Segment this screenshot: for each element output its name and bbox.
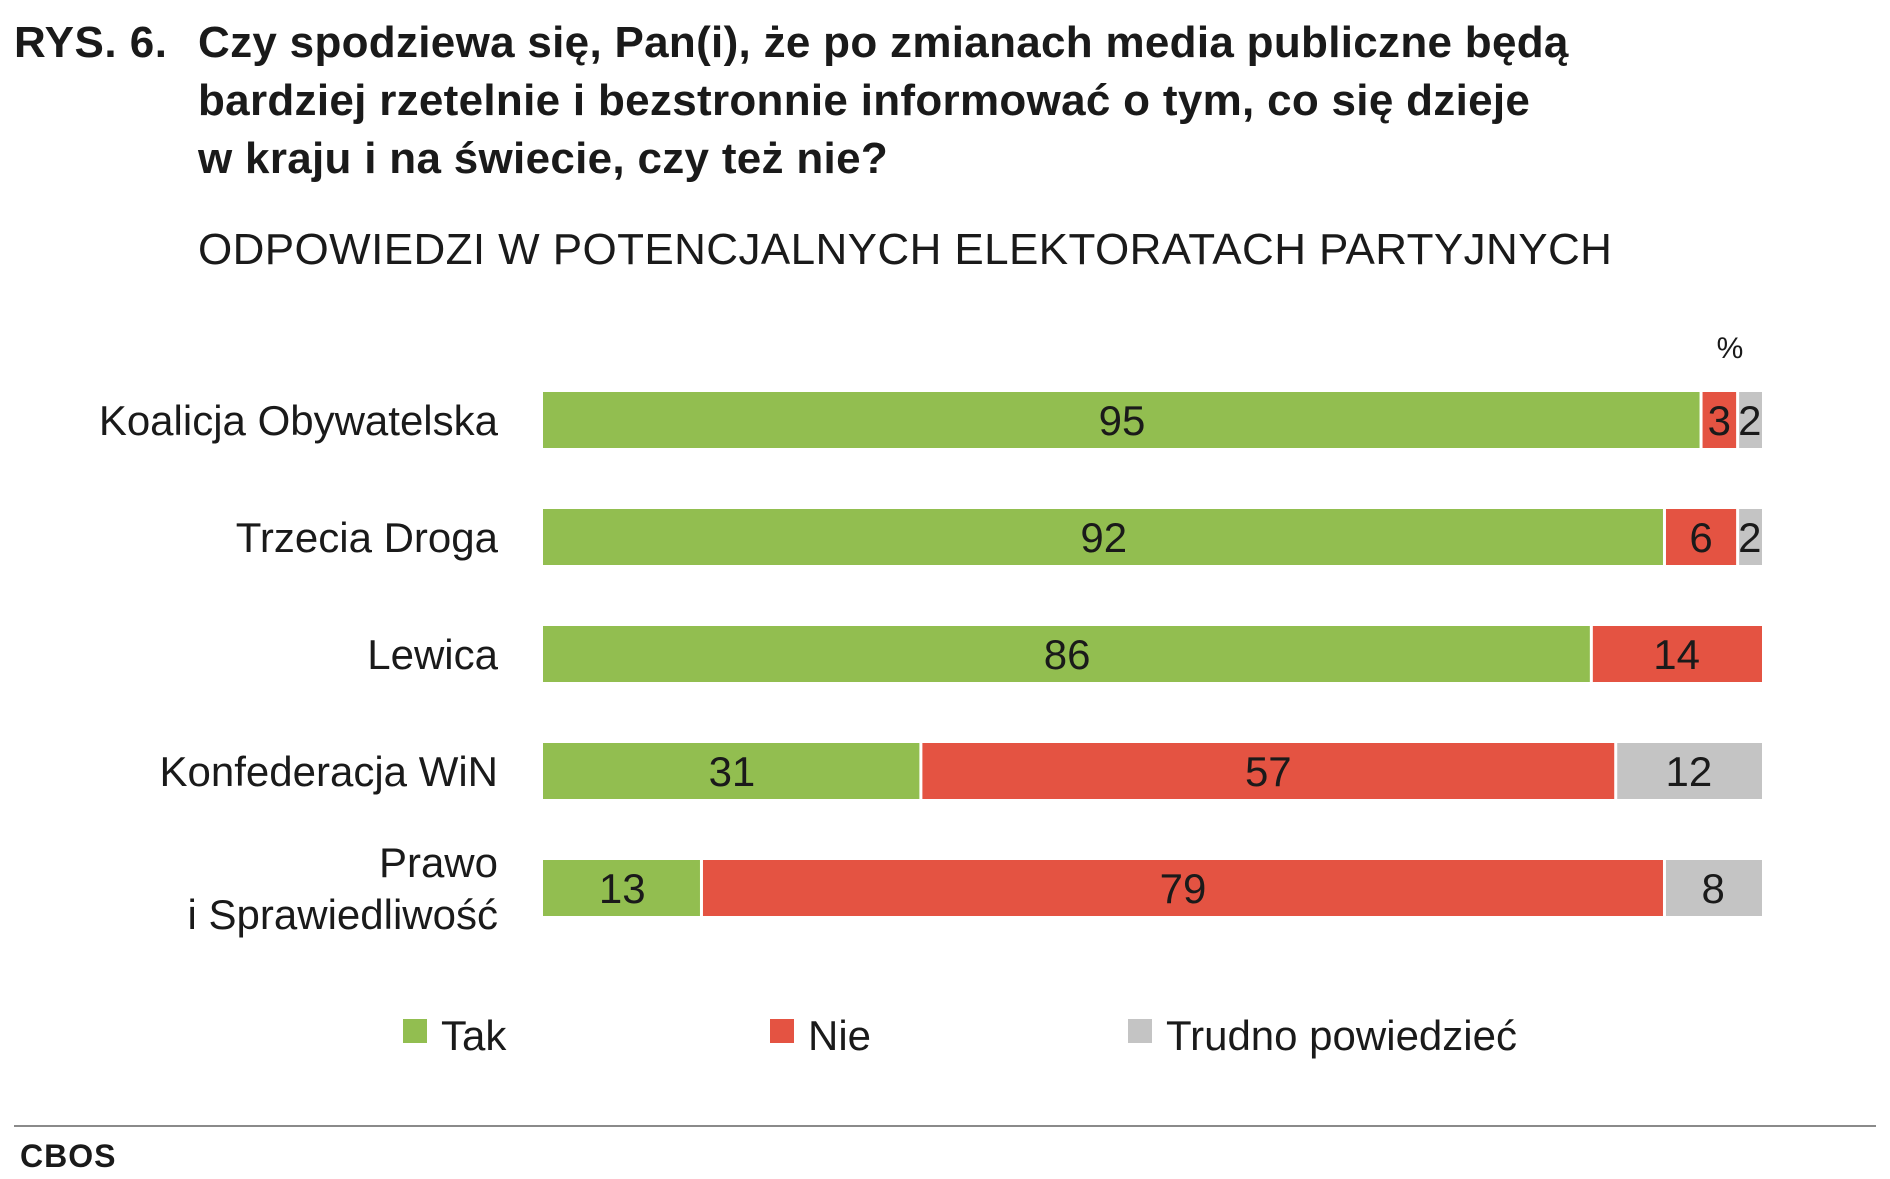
bar-segment-nie: [920, 743, 1616, 799]
legend-label: Tak: [441, 1012, 507, 1059]
category-label: i Sprawiedliwość: [188, 891, 498, 938]
data-label: 31: [709, 748, 756, 795]
figure-title-line: Czy spodziewa się, Pan(i), że po zmianac…: [198, 18, 1569, 67]
bar-segment-nie: [1591, 626, 1762, 682]
legend-label: Nie: [808, 1012, 871, 1059]
category-label: Trzecia Droga: [236, 514, 499, 561]
legend-swatch: [770, 1019, 794, 1043]
bar-segment-nie: [701, 860, 1665, 916]
category-label: Koalicja Obywatelska: [99, 397, 499, 444]
bar-segment-tak: [543, 392, 1702, 448]
figure-title-line: bardziej rzetelnie i bezstronnie informo…: [198, 76, 1531, 125]
data-label: 57: [1245, 748, 1292, 795]
bar-segment-nie: [1664, 509, 1738, 565]
bar-segment-trudno-powiedzieć: [1737, 509, 1762, 565]
figure-subtitle: ODPOWIEDZI W POTENCJALNYCH ELEKTORATACH …: [198, 225, 1613, 274]
bar-segment-trudno-powiedzieć: [1737, 392, 1762, 448]
category-label: Konfederacja WiN: [160, 748, 498, 795]
data-label: 2: [1738, 514, 1761, 561]
figure-title: Czy spodziewa się, Pan(i), że po zmianac…: [198, 14, 1758, 188]
legend-label: Trudno powiedzieć: [1166, 1012, 1517, 1059]
bar-segment-nie: [1701, 392, 1738, 448]
bar-segment-trudno-powiedzieć: [1664, 860, 1762, 916]
bar-segment-trudno-powiedzieć: [1615, 743, 1762, 799]
legend-swatch: [1128, 1019, 1152, 1043]
bar-segment-tak: [543, 860, 702, 916]
bar-segment-tak: [543, 743, 921, 799]
unit-label: %: [1717, 332, 1744, 365]
data-label: 3: [1708, 397, 1731, 444]
figure-title-line: w kraju i na świecie, czy też nie?: [198, 134, 889, 183]
data-label: 14: [1653, 631, 1700, 678]
source-label: CBOS: [20, 1138, 117, 1174]
data-label: 13: [599, 865, 646, 912]
data-label: 2: [1738, 397, 1761, 444]
category-label: Prawo: [379, 839, 498, 886]
data-label: 6: [1689, 514, 1712, 561]
data-label: 79: [1160, 865, 1207, 912]
figure-label: RYS. 6.: [14, 18, 168, 67]
data-label: 95: [1099, 397, 1146, 444]
data-label: 8: [1702, 865, 1725, 912]
footer-divider: [14, 1125, 1876, 1127]
bar-segment-tak: [543, 626, 1592, 682]
data-label: 92: [1080, 514, 1127, 561]
category-label: Lewica: [367, 631, 498, 678]
data-label: 86: [1044, 631, 1091, 678]
legend-swatch: [403, 1019, 427, 1043]
data-label: 12: [1666, 748, 1713, 795]
bar-segment-tak: [543, 509, 1665, 565]
